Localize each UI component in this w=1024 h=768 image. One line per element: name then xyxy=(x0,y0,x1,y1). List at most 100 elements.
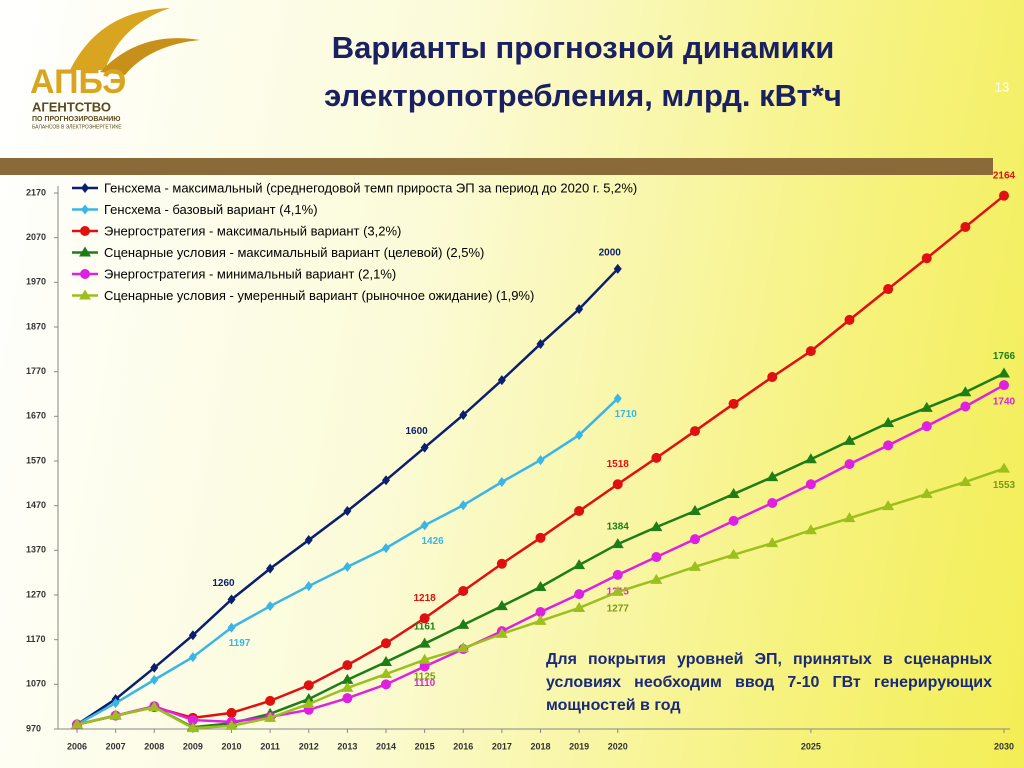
point xyxy=(613,393,622,404)
logo-abbr: АПБЭ xyxy=(30,63,126,101)
point xyxy=(81,183,89,193)
point xyxy=(419,613,430,624)
x-tick-label: 2030 xyxy=(994,741,1014,751)
point xyxy=(613,263,622,274)
data-label: 1218 xyxy=(414,593,437,604)
point xyxy=(79,289,91,300)
point xyxy=(381,638,391,649)
y-tick-label: 1370 xyxy=(26,545,46,555)
legend-label: Энергостратегия - минимальный вариант (2… xyxy=(104,266,396,281)
point xyxy=(495,600,508,611)
y-tick-label: 1470 xyxy=(26,500,46,510)
point xyxy=(343,506,352,517)
point xyxy=(226,707,237,718)
y-tick-label: 1270 xyxy=(26,589,46,599)
point xyxy=(150,674,159,685)
data-label: 2000 xyxy=(599,248,622,259)
point xyxy=(266,563,275,574)
point xyxy=(381,679,391,690)
data-label: 1710 xyxy=(615,409,638,420)
legend-label: Генсхема - базовый вариант (4,1%) xyxy=(104,202,318,217)
point xyxy=(728,515,739,526)
point xyxy=(188,630,197,641)
point xyxy=(998,367,1010,378)
point xyxy=(458,585,469,596)
y-tick-label: 1070 xyxy=(26,679,46,689)
slide-number: 13 xyxy=(995,79,1009,94)
x-tick-label: 2007 xyxy=(106,741,126,751)
point xyxy=(921,421,932,432)
x-tick-label: 2019 xyxy=(569,741,589,751)
point xyxy=(534,580,547,591)
point xyxy=(497,375,506,386)
point xyxy=(573,601,586,612)
x-tick-label: 2011 xyxy=(260,741,280,751)
x-tick-label: 2015 xyxy=(415,741,435,751)
point xyxy=(80,269,90,279)
x-tick-label: 2009 xyxy=(183,741,203,751)
data-label: 1277 xyxy=(607,604,630,615)
point xyxy=(536,455,545,466)
data-label: 1110 xyxy=(414,678,436,689)
point xyxy=(497,476,506,487)
point xyxy=(495,627,508,638)
point xyxy=(188,652,197,663)
point xyxy=(651,452,662,463)
point xyxy=(382,475,390,486)
point xyxy=(81,204,89,215)
point xyxy=(999,190,1009,201)
point xyxy=(304,581,313,592)
point xyxy=(418,653,431,664)
point xyxy=(960,401,971,412)
point xyxy=(999,380,1009,391)
x-tick-label: 2013 xyxy=(337,741,357,751)
point xyxy=(689,560,701,571)
point xyxy=(804,524,817,535)
point xyxy=(575,304,584,315)
point xyxy=(767,372,778,383)
point xyxy=(573,559,586,570)
legend-label: Энергостратегия - максимальный вариант (… xyxy=(104,223,401,238)
point xyxy=(727,488,740,499)
point xyxy=(71,718,83,729)
point xyxy=(382,543,390,554)
point xyxy=(109,709,122,720)
point xyxy=(805,346,816,357)
point xyxy=(302,697,315,708)
point xyxy=(844,459,855,470)
point xyxy=(457,618,470,629)
point xyxy=(148,701,161,712)
y-tick-label: 2070 xyxy=(26,232,46,242)
point xyxy=(727,548,740,559)
point xyxy=(343,561,352,572)
x-tick-label: 2018 xyxy=(530,741,550,751)
x-tick-label: 2025 xyxy=(801,741,821,751)
point xyxy=(689,505,701,516)
point xyxy=(575,430,584,441)
point xyxy=(420,442,429,453)
point xyxy=(187,715,198,726)
point xyxy=(420,520,429,531)
point xyxy=(843,512,856,523)
y-tick-label: 1770 xyxy=(26,366,46,376)
data-label: 1600 xyxy=(406,426,429,437)
series-line xyxy=(76,268,619,726)
title: электропотребления, млрд. кВт*ч xyxy=(324,78,842,113)
point xyxy=(380,668,392,679)
point xyxy=(766,471,779,482)
data-label: 1260 xyxy=(212,578,235,589)
point xyxy=(534,614,547,625)
x-tick-label: 2020 xyxy=(608,741,628,751)
data-label: 1161 xyxy=(414,621,436,632)
x-tick-label: 2006 xyxy=(67,741,87,751)
x-tick-label: 2010 xyxy=(221,741,241,751)
point xyxy=(805,479,816,490)
point xyxy=(843,434,856,445)
x-tick-label: 2017 xyxy=(492,741,512,751)
data-label: 1553 xyxy=(993,480,1016,491)
point xyxy=(227,622,236,633)
logo-wheat xyxy=(100,38,200,75)
point xyxy=(304,535,313,546)
point xyxy=(611,585,624,596)
